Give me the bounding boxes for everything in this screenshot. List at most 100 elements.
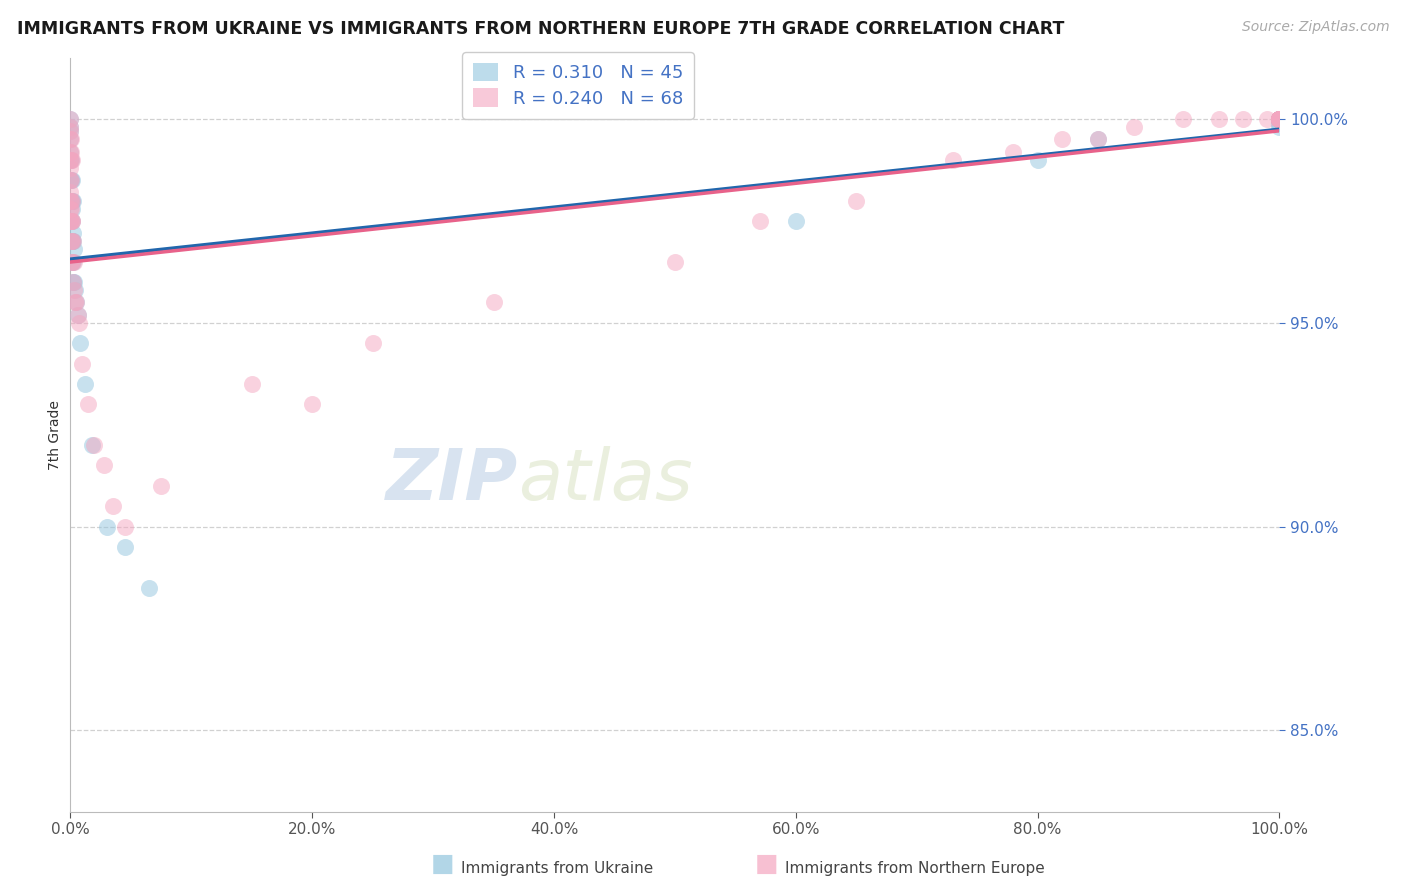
Point bbox=[1050, 132, 1073, 146]
Point bbox=[69, 336, 91, 351]
Point bbox=[114, 540, 136, 554]
Point bbox=[748, 214, 770, 228]
Point bbox=[59, 145, 82, 159]
Point bbox=[59, 124, 82, 138]
Point bbox=[138, 581, 160, 595]
Point bbox=[93, 458, 115, 473]
Point bbox=[62, 254, 84, 268]
Point bbox=[62, 194, 84, 208]
Point bbox=[150, 479, 173, 493]
Point bbox=[59, 153, 82, 167]
Point bbox=[77, 397, 100, 411]
Point bbox=[60, 235, 83, 249]
Point bbox=[1087, 132, 1109, 146]
Point bbox=[59, 173, 82, 187]
Point bbox=[845, 194, 868, 208]
Text: atlas: atlas bbox=[517, 446, 692, 515]
Point bbox=[59, 153, 82, 167]
Point bbox=[1268, 112, 1291, 127]
Point bbox=[59, 173, 82, 187]
Point bbox=[59, 145, 82, 159]
Text: ■: ■ bbox=[755, 852, 778, 876]
Point bbox=[1123, 120, 1146, 135]
Point bbox=[1268, 112, 1291, 127]
Point bbox=[1268, 112, 1291, 127]
Point bbox=[65, 295, 87, 310]
Point bbox=[60, 235, 83, 249]
Point bbox=[1268, 112, 1291, 127]
Point bbox=[1268, 120, 1291, 135]
Point bbox=[80, 438, 103, 452]
Point bbox=[60, 194, 83, 208]
Point bbox=[62, 275, 84, 289]
Point bbox=[114, 519, 136, 533]
Point bbox=[62, 226, 84, 240]
Point bbox=[59, 194, 82, 208]
Point bbox=[942, 153, 965, 167]
Point bbox=[59, 214, 82, 228]
Point bbox=[301, 397, 323, 411]
Point bbox=[482, 295, 505, 310]
Point bbox=[101, 499, 124, 513]
Point bbox=[1268, 112, 1291, 127]
Y-axis label: 7th Grade: 7th Grade bbox=[48, 400, 62, 470]
Point bbox=[60, 235, 83, 249]
Point bbox=[60, 254, 83, 268]
Point bbox=[63, 275, 86, 289]
Point bbox=[1002, 145, 1025, 159]
Point bbox=[59, 214, 82, 228]
Point bbox=[96, 519, 118, 533]
Text: ■: ■ bbox=[432, 852, 454, 876]
Point bbox=[59, 202, 82, 216]
Point bbox=[361, 336, 384, 351]
Point bbox=[59, 161, 82, 175]
Point bbox=[60, 194, 83, 208]
Point bbox=[65, 295, 87, 310]
Point bbox=[60, 214, 83, 228]
Text: Immigrants from Northern Europe: Immigrants from Northern Europe bbox=[785, 861, 1045, 876]
Point bbox=[62, 275, 84, 289]
Point bbox=[72, 357, 94, 371]
Point bbox=[1087, 132, 1109, 146]
Legend: R = 0.310   N = 45, R = 0.240   N = 68: R = 0.310 N = 45, R = 0.240 N = 68 bbox=[463, 52, 695, 119]
Text: Immigrants from Ukraine: Immigrants from Ukraine bbox=[461, 861, 654, 876]
Point bbox=[785, 214, 807, 228]
Point bbox=[59, 132, 82, 146]
Point bbox=[1026, 153, 1049, 167]
Point bbox=[66, 308, 89, 322]
Point bbox=[59, 153, 82, 167]
Point bbox=[1268, 112, 1291, 127]
Point bbox=[60, 173, 83, 187]
Point bbox=[62, 235, 84, 249]
Point bbox=[63, 254, 86, 268]
Point bbox=[664, 254, 686, 268]
Point bbox=[60, 153, 83, 167]
Point bbox=[83, 438, 105, 452]
Point bbox=[59, 186, 82, 200]
Point bbox=[1268, 112, 1291, 127]
Point bbox=[59, 235, 82, 249]
Point bbox=[60, 214, 83, 228]
Point bbox=[63, 283, 86, 297]
Point bbox=[59, 173, 82, 187]
Point bbox=[60, 202, 83, 216]
Point bbox=[1208, 112, 1230, 127]
Point bbox=[63, 295, 86, 310]
Point bbox=[1268, 112, 1291, 127]
Text: Source: ZipAtlas.com: Source: ZipAtlas.com bbox=[1241, 20, 1389, 34]
Point bbox=[60, 254, 83, 268]
Point bbox=[59, 194, 82, 208]
Point bbox=[240, 376, 263, 391]
Point bbox=[1268, 112, 1291, 127]
Point bbox=[1268, 112, 1291, 127]
Point bbox=[60, 254, 83, 268]
Point bbox=[1256, 112, 1278, 127]
Point bbox=[59, 202, 82, 216]
Point bbox=[1171, 112, 1194, 127]
Point bbox=[62, 235, 84, 249]
Point bbox=[59, 173, 82, 187]
Point bbox=[1268, 116, 1291, 130]
Point bbox=[59, 120, 82, 135]
Text: ZIP: ZIP bbox=[385, 446, 517, 515]
Point bbox=[1268, 112, 1291, 127]
